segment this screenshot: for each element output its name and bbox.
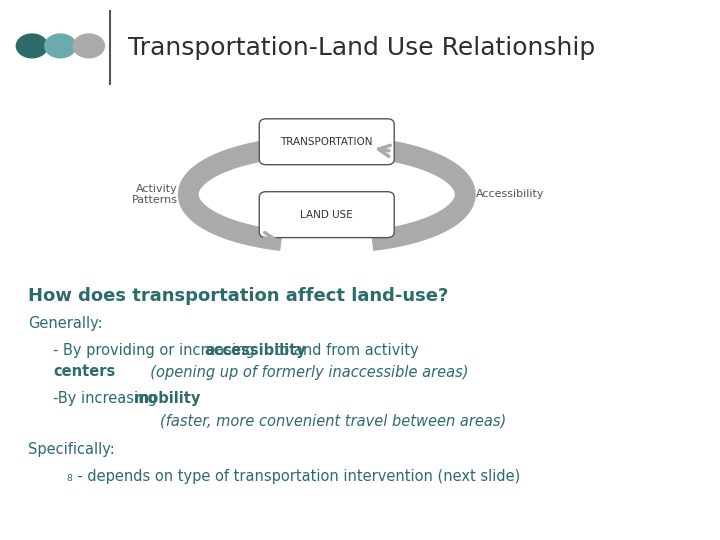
Text: Transportation-Land Use Relationship: Transportation-Land Use Relationship [128, 36, 595, 59]
Text: (faster, more convenient travel between areas): (faster, more convenient travel between … [160, 413, 506, 428]
Text: Generally:: Generally: [28, 316, 103, 331]
Text: to and from activity: to and from activity [270, 343, 418, 358]
Text: mobility: mobility [134, 392, 202, 407]
Text: TRANSPORTATION: TRANSPORTATION [281, 137, 373, 147]
Text: How does transportation affect land-use?: How does transportation affect land-use? [28, 287, 449, 305]
Text: Specifically:: Specifically: [28, 442, 115, 457]
Circle shape [45, 34, 76, 58]
Text: ₈ - depends on type of transportation intervention (next slide): ₈ - depends on type of transportation in… [68, 469, 521, 484]
Text: Accessibility: Accessibility [476, 190, 544, 199]
Text: - By providing or increasing: - By providing or increasing [53, 343, 260, 358]
Text: (opening up of formerly inaccessible areas): (opening up of formerly inaccessible are… [104, 364, 469, 380]
Circle shape [73, 34, 104, 58]
FancyBboxPatch shape [259, 119, 395, 165]
Text: accessibility: accessibility [204, 343, 306, 358]
FancyBboxPatch shape [259, 192, 395, 238]
Text: centers: centers [53, 364, 115, 380]
Text: -By increasing: -By increasing [53, 392, 162, 407]
Text: Activity
Patterns: Activity Patterns [132, 184, 178, 205]
Text: LAND USE: LAND USE [300, 210, 353, 220]
Circle shape [17, 34, 48, 58]
